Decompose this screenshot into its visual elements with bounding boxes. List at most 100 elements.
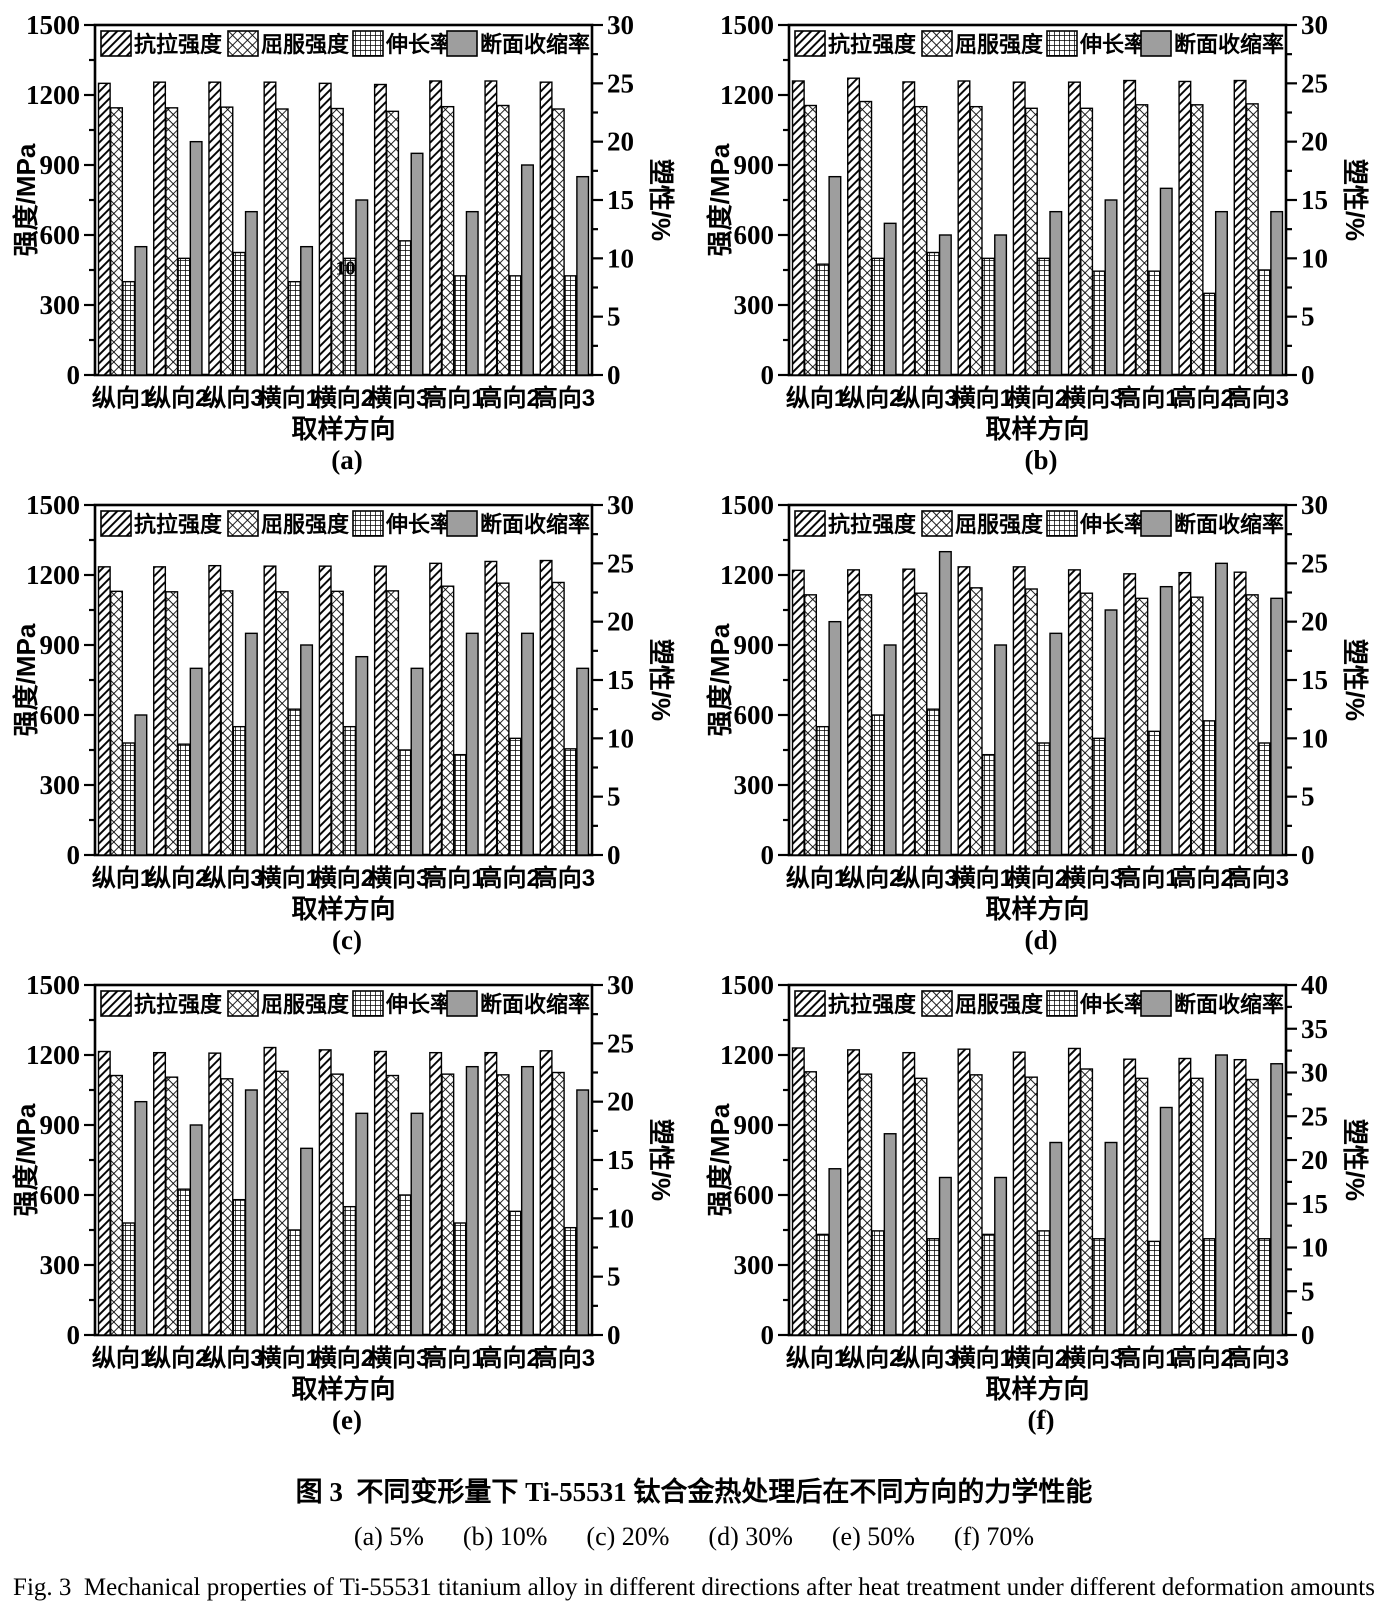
bar-solid-纵向3 <box>244 632 258 856</box>
right-axis-tick: 0 <box>1301 840 1315 870</box>
x-tick-label: 横向1 <box>258 1344 319 1372</box>
chart-a-cell: 0 300 600 900 1200 1500 0 5 10 15 20 25 30 10 纵向1 纵向2 纵向… <box>0 0 694 480</box>
bar-grid-横向3 <box>398 749 412 856</box>
bar-cross-高向2 <box>1190 1077 1204 1336</box>
bar-diag-纵向1 <box>97 82 111 376</box>
bar-grid-横向3 <box>398 240 412 376</box>
left-axis-title: 强度/MPa <box>11 143 41 256</box>
bar-diag-纵向3 <box>208 81 222 376</box>
bar-solid-纵向2 <box>189 667 203 856</box>
bar-cross-横向3 <box>386 590 400 856</box>
chart-d-cell: 0 300 600 900 1200 1500 0 5 10 15 20 25 30 纵向1 纵向2 纵向3 横… <box>694 480 1388 960</box>
bar-grid-高向3 <box>563 275 577 376</box>
bar-diag-纵向1 <box>791 80 805 376</box>
legend-label: 伸长率 <box>1079 992 1146 1017</box>
chart-f-sublabel: (f) <box>1027 1405 1055 1435</box>
bar-grid-高向3 <box>1257 742 1271 856</box>
bar-solid-横向3 <box>1104 1141 1118 1336</box>
x-tick-label: 纵向2 <box>841 864 902 892</box>
right-axis-tick: 5 <box>607 1262 621 1292</box>
bar-diag-高向3 <box>539 81 553 376</box>
bar-cross-高向3 <box>551 108 565 376</box>
bar-solid-横向2 <box>1049 210 1063 376</box>
x-tick-label: 纵向3 <box>896 864 957 892</box>
legend-label: 抗拉强度 <box>134 512 223 537</box>
x-tick-label: 横向1 <box>952 1344 1013 1372</box>
x-tick-label: 高向3 <box>534 384 595 412</box>
bar-cross-横向2 <box>330 1073 344 1336</box>
legend-label: 屈服强度 <box>955 992 1044 1017</box>
right-axis-tick: 10 <box>607 723 634 753</box>
left-axis-tick: 1200 <box>26 80 80 110</box>
right-axis-tick: 5 <box>607 782 621 812</box>
x-tick-label: 高向1 <box>1117 864 1178 892</box>
legend-label: 屈服强度 <box>955 32 1044 57</box>
x-tick-label: 横向3 <box>368 864 429 892</box>
x-tick-label: 横向1 <box>258 864 319 892</box>
right-axis-tick: 25 <box>607 68 634 98</box>
legend-swatch-diag <box>794 990 826 1017</box>
x-tick-label: 横向1 <box>258 384 319 412</box>
bar-solid-纵向1 <box>828 620 842 856</box>
left-axis-tick: 900 <box>40 630 81 660</box>
bar-grid-纵向1 <box>816 725 830 856</box>
right-axis-tick: 35 <box>1301 1014 1328 1044</box>
legend-label: 断面收缩率 <box>1174 992 1284 1017</box>
bar-grid-纵向2 <box>871 1230 885 1336</box>
bar-cross-高向3 <box>1245 594 1259 856</box>
bar-cross-纵向3 <box>220 106 234 376</box>
bar-diag-纵向2 <box>847 1049 861 1336</box>
bar-solid-横向1 <box>300 245 314 376</box>
bar-cross-纵向2 <box>859 100 873 376</box>
legend-label: 伸长率 <box>385 512 452 537</box>
right-axis-tick: 15 <box>607 665 634 695</box>
right-axis-tick: 0 <box>1301 1320 1315 1350</box>
legend-swatch-cross <box>227 510 259 537</box>
chart-e-cell: 0 300 600 900 1200 1500 0 5 10 15 20 25 30 纵向1 纵向2 纵向3 横… <box>0 960 694 1440</box>
legend-label: 断面收缩率 <box>480 32 590 57</box>
bar-solid-横向2 <box>355 1112 369 1336</box>
chart-f-plot: 0 300 600 900 1200 1500 0 5 10 15 20 25 30 35 40 纵向1纵向2… <box>705 970 1370 1404</box>
right-axis-tick: 20 <box>1301 127 1328 157</box>
bar-solid-横向3 <box>410 667 424 856</box>
left-axis-tick: 300 <box>40 290 81 320</box>
legend-label: 断面收缩率 <box>480 992 590 1017</box>
bar-cross-横向2 <box>1024 107 1038 376</box>
legend-swatch-grid <box>352 990 384 1017</box>
bar-solid-纵向1 <box>828 175 842 376</box>
bar-grid-高向2 <box>508 275 522 376</box>
bar-cross-纵向2 <box>165 107 179 376</box>
legend-swatch-diag <box>794 30 826 57</box>
x-tick-label: 纵向3 <box>896 1344 957 1372</box>
bar-diag-高向3 <box>1233 79 1247 376</box>
left-axis-title: 强度/MPa <box>11 1103 41 1216</box>
right-axis-tick: 20 <box>607 607 634 637</box>
legend-label: 伸长率 <box>1079 512 1146 537</box>
left-axis-tick: 1500 <box>26 10 80 40</box>
left-axis-tick: 900 <box>734 150 775 180</box>
right-axis-tick: 25 <box>1301 68 1328 98</box>
left-axis-tick: 1200 <box>720 80 774 110</box>
chart-f-cell: 0 300 600 900 1200 1500 0 5 10 15 20 25 30 35 40 纵向1 纵向2… <box>694 960 1388 1440</box>
chart-b: 0 300 600 900 1200 1500 0 5 10 15 20 25 30 纵向1 纵向2 纵向3 横… <box>694 0 1388 445</box>
right-axis-tick: 30 <box>1301 10 1328 40</box>
bar-diag-横向3 <box>373 83 387 376</box>
bar-diag-纵向1 <box>791 1047 805 1336</box>
chart-f: 0 300 600 900 1200 1500 0 5 10 15 20 25 30 35 40 纵向1 纵向2… <box>694 960 1388 1405</box>
bar-solid-横向1 <box>994 1176 1008 1336</box>
legend-label: 抗拉强度 <box>828 992 917 1017</box>
bar-cross-横向1 <box>969 105 983 376</box>
right-axis-tick: 15 <box>1301 1189 1328 1219</box>
right-axis-tick: 25 <box>607 1028 634 1058</box>
caption-subfigure-keys: (a) 5% (b) 10% (c) 20% (d) 30% (e) 50% (… <box>353 1522 1035 1551</box>
chart-e: 0 300 600 900 1200 1500 0 5 10 15 20 25 30 纵向1 纵向2 纵向3 横… <box>0 960 694 1405</box>
bar-solid-横向2 <box>1049 632 1063 856</box>
legend-swatch-grid <box>1046 990 1078 1017</box>
bar-cross-横向2 <box>1024 588 1038 856</box>
right-axis-tick: 10 <box>1301 1233 1328 1263</box>
chart-d-sublabel: (d) <box>1024 925 1058 955</box>
bar-grid-高向1 <box>1147 730 1161 856</box>
legend-label: 抗拉强度 <box>828 32 917 57</box>
bar-solid-高向1 <box>465 210 479 376</box>
